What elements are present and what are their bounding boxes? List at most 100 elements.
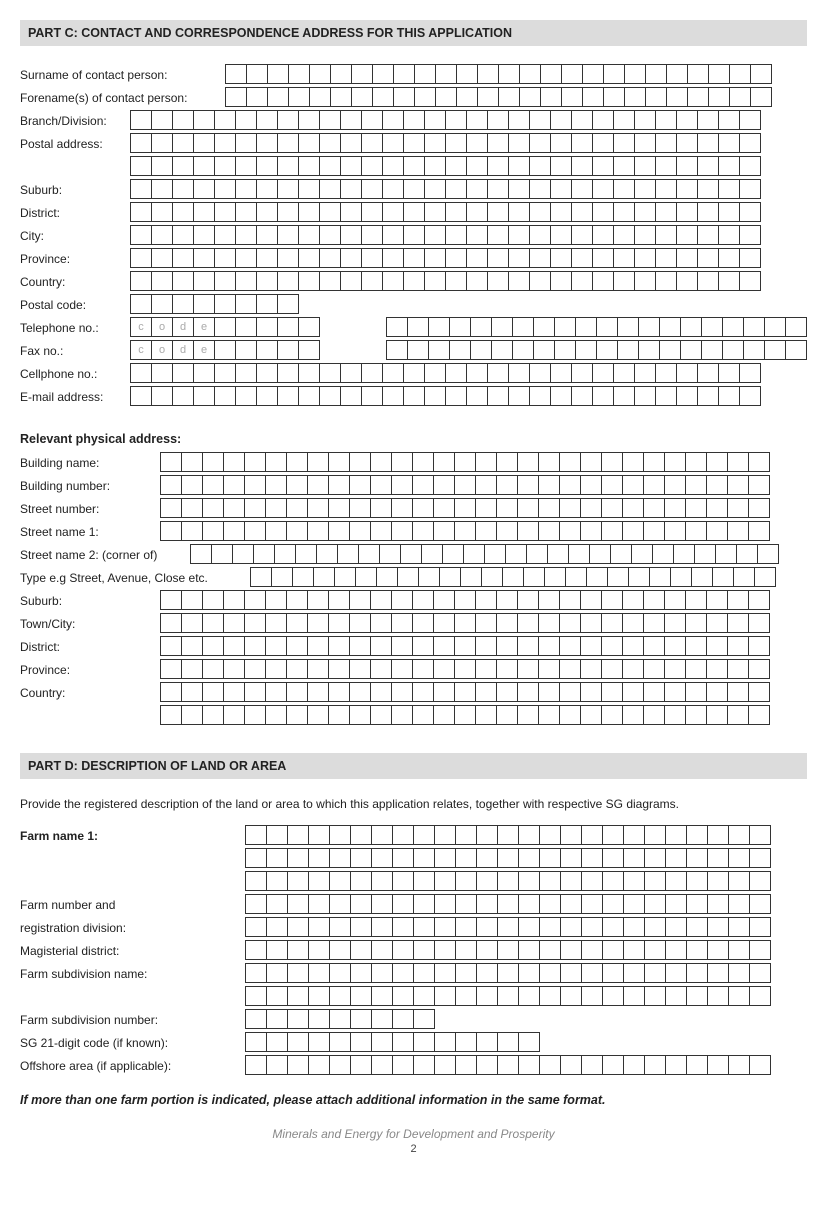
input-cell[interactable]	[319, 156, 341, 176]
input-cell[interactable]	[277, 271, 299, 291]
input-cell[interactable]	[193, 248, 215, 268]
input-cell[interactable]	[727, 498, 749, 518]
input-cell[interactable]	[286, 636, 308, 656]
input-cell[interactable]	[235, 317, 257, 337]
input-cell[interactable]	[733, 567, 755, 587]
input-cell[interactable]	[706, 682, 728, 702]
input-cell[interactable]	[340, 202, 362, 222]
input-cell[interactable]	[181, 521, 203, 541]
input-cell[interactable]	[298, 363, 320, 383]
input-cell[interactable]	[638, 317, 660, 337]
input-cell[interactable]	[496, 590, 518, 610]
input-cell[interactable]	[466, 363, 488, 383]
input-cell[interactable]	[617, 317, 639, 337]
input-cell[interactable]	[622, 475, 644, 495]
input-cell[interactable]	[634, 202, 656, 222]
input-cell[interactable]	[328, 682, 350, 702]
input-cell[interactable]	[329, 1055, 351, 1075]
input-cell[interactable]	[518, 963, 540, 983]
input-cell[interactable]	[308, 848, 330, 868]
input-cell[interactable]	[223, 521, 245, 541]
input-cell[interactable]	[644, 825, 666, 845]
input-cell[interactable]	[225, 87, 247, 107]
input-cell[interactable]	[582, 64, 604, 84]
input-cell[interactable]	[391, 590, 413, 610]
input-cell[interactable]	[550, 179, 572, 199]
input-cell[interactable]	[330, 87, 352, 107]
input-cell[interactable]	[508, 110, 530, 130]
input-cell[interactable]	[361, 248, 383, 268]
input-cell[interactable]	[602, 963, 624, 983]
input-cell[interactable]	[292, 567, 314, 587]
input-cell[interactable]	[434, 1055, 456, 1075]
input-cell[interactable]	[649, 567, 671, 587]
input-cell[interactable]	[308, 963, 330, 983]
input-cell[interactable]	[613, 248, 635, 268]
input-cell[interactable]	[550, 271, 572, 291]
input-cell[interactable]	[706, 659, 728, 679]
input-cell[interactable]	[697, 386, 719, 406]
input-cell[interactable]	[466, 225, 488, 245]
input-cell[interactable]	[718, 110, 740, 130]
input-cell[interactable]	[309, 87, 331, 107]
input-cell[interactable]	[181, 613, 203, 633]
input-cell[interactable]	[538, 498, 560, 518]
input-cell[interactable]	[484, 544, 506, 564]
input-cell[interactable]	[434, 871, 456, 891]
input-cell[interactable]	[245, 848, 267, 868]
input-cell[interactable]	[265, 705, 287, 725]
input-cell[interactable]	[743, 340, 765, 360]
input-cell[interactable]	[676, 271, 698, 291]
input-cell[interactable]	[308, 1009, 330, 1029]
input-cell[interactable]	[517, 498, 539, 518]
input-cell[interactable]	[580, 682, 602, 702]
input-cell[interactable]	[529, 202, 551, 222]
input-cell[interactable]	[508, 179, 530, 199]
input-cell[interactable]	[664, 659, 686, 679]
input-cell[interactable]	[160, 475, 182, 495]
input-cell[interactable]	[424, 271, 446, 291]
input-cell[interactable]	[350, 986, 372, 1006]
input-cell[interactable]	[497, 963, 519, 983]
input-cell[interactable]	[655, 248, 677, 268]
input-cell[interactable]	[328, 636, 350, 656]
input-cell[interactable]	[602, 825, 624, 845]
input-cell[interactable]	[476, 1055, 498, 1075]
input-cell[interactable]	[319, 386, 341, 406]
input-cell[interactable]	[631, 544, 653, 564]
input-cell[interactable]	[382, 363, 404, 383]
input-cell[interactable]	[329, 1032, 351, 1052]
input-cell[interactable]	[539, 894, 561, 914]
input-cell[interactable]	[475, 659, 497, 679]
input-cell[interactable]	[424, 179, 446, 199]
input-cell[interactable]	[181, 682, 203, 702]
input-cell[interactable]	[559, 636, 581, 656]
input-cell[interactable]	[728, 917, 750, 937]
input-cell[interactable]	[329, 963, 351, 983]
input-cell[interactable]	[517, 590, 539, 610]
input-cell[interactable]	[439, 567, 461, 587]
input-cell[interactable]	[407, 317, 429, 337]
input-cell[interactable]	[256, 271, 278, 291]
input-cell[interactable]	[538, 475, 560, 495]
input-cell[interactable]	[550, 156, 572, 176]
input-cell[interactable]	[433, 705, 455, 725]
input-cell[interactable]	[691, 567, 713, 587]
input-cell[interactable]	[433, 452, 455, 472]
input-cell[interactable]	[244, 659, 266, 679]
input-cell[interactable]	[497, 848, 519, 868]
input-cell[interactable]	[244, 590, 266, 610]
input-cell[interactable]	[613, 363, 635, 383]
input-cell[interactable]	[286, 659, 308, 679]
input-cell[interactable]	[424, 156, 446, 176]
input-cell[interactable]	[685, 590, 707, 610]
input-cell[interactable]	[245, 871, 267, 891]
input-cell[interactable]	[340, 225, 362, 245]
input-cell[interactable]	[130, 179, 152, 199]
input-cell[interactable]	[434, 963, 456, 983]
input-cell[interactable]	[308, 940, 330, 960]
input-cell[interactable]	[460, 567, 482, 587]
input-cell[interactable]	[235, 179, 257, 199]
input-cell[interactable]	[554, 340, 576, 360]
input-cell[interactable]	[571, 363, 593, 383]
